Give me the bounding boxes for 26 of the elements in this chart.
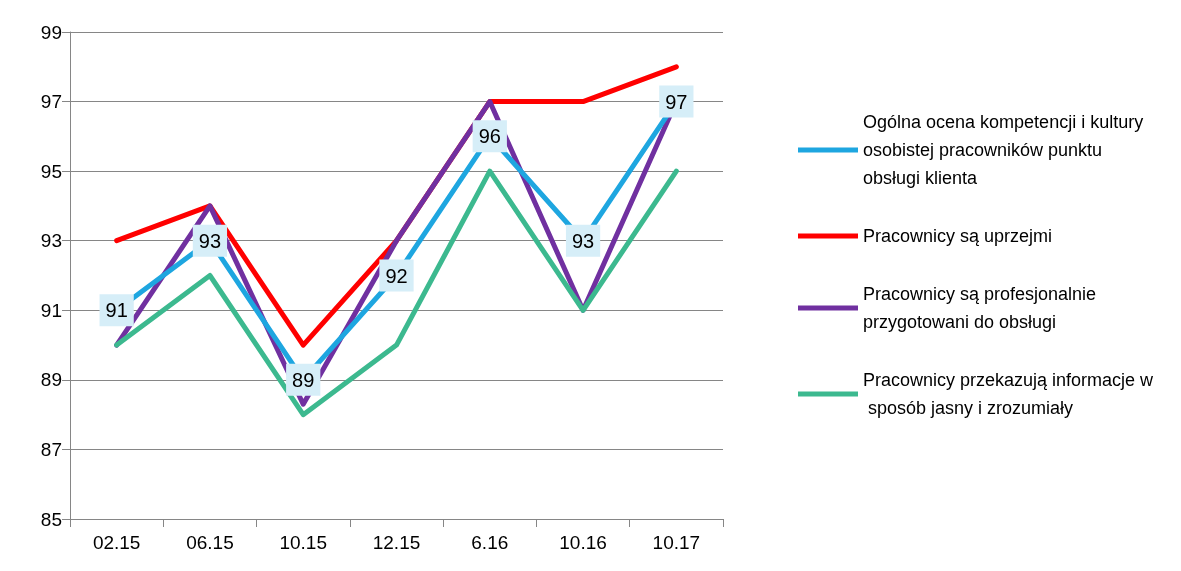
y-tick-label: 91: [40, 299, 62, 321]
y-tick-label: 97: [40, 91, 62, 113]
x-tick-label: 02.15: [92, 532, 141, 553]
data-label: 92: [385, 264, 408, 287]
x-tick-label: 6.16: [471, 532, 509, 553]
legend-label: Pracownicy są uprzejmi: [863, 226, 1053, 246]
x-tick-label: 10.16: [559, 532, 607, 553]
x-tick-label: 10.17: [652, 532, 701, 553]
x-tick-label: 12.15: [372, 532, 421, 553]
data-label: 93: [571, 229, 595, 252]
y-tick-label: 95: [40, 160, 62, 182]
data-label: 96: [478, 125, 501, 148]
legend-label: Ogólna ocena kompetencji i kultury osobistej pracowników punktu obsługi klienta: [863, 112, 1149, 188]
y-tick-label: 89: [40, 369, 62, 391]
data-label: 89: [292, 368, 315, 391]
data-label: 97: [665, 90, 688, 113]
x-tick-label: 06.15: [186, 532, 234, 553]
y-tick-label: 85: [40, 508, 62, 530]
x-tick-label: 10.15: [279, 532, 327, 553]
data-label: 91: [105, 299, 128, 322]
data-label: 93: [198, 229, 222, 252]
y-tick-label: 93: [40, 230, 62, 252]
legend-label: Pracownicy są profesjonalnie przygotowani do obsługi: [863, 284, 1102, 332]
y-tick-label: 99: [40, 21, 62, 43]
y-tick-label: 87: [40, 438, 62, 460]
legend-label: Pracownicy przekazują informacje w sposób jasny i zrozumiały: [863, 370, 1155, 418]
